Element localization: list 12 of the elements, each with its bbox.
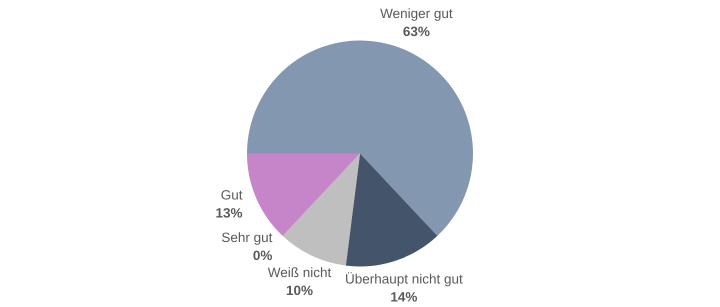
text: 0%: [252, 248, 272, 263]
data-label: 13%: [215, 205, 243, 220]
slice-label: Weiß nicht: [268, 264, 332, 280]
category-label: Sehr gut: [221, 230, 272, 245]
data-label: 10%: [286, 282, 314, 298]
data-label: 14%: [390, 290, 418, 305]
data-label: 63%: [402, 24, 430, 40]
pie-slice: [346, 154, 438, 266]
pie-slice: [282, 154, 360, 266]
slice-label: Weniger gut: [380, 6, 453, 22]
slice-label: Überhaupt nicht gut: [344, 272, 464, 287]
slice-label: Gut: [220, 187, 243, 202]
